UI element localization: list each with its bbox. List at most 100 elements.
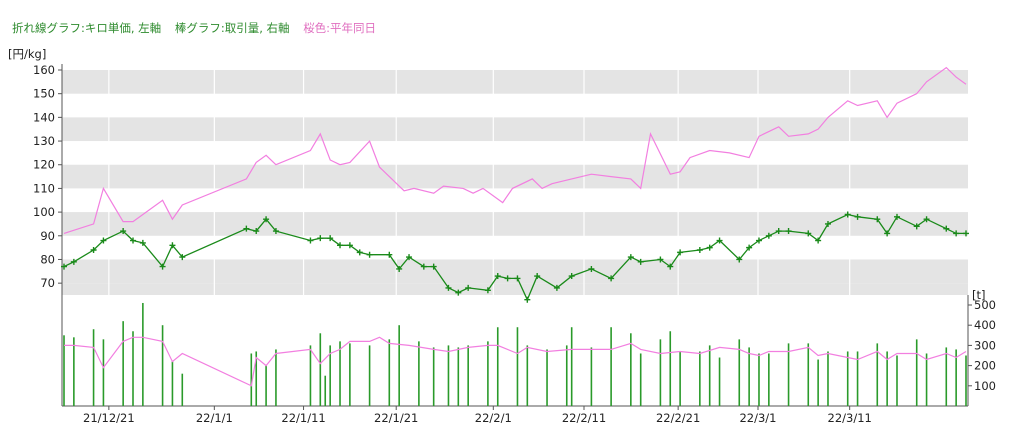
left-tick-label: 70 [40,276,55,290]
right-axis-unit: [t] [972,288,985,302]
right-tick-label: 500 [974,298,996,312]
price-point [736,256,743,263]
avg-volume-line [64,336,967,387]
price-point [805,230,812,237]
price-point [568,273,575,280]
price-point [130,237,137,244]
price-point [514,275,521,282]
left-tick-label: 110 [33,181,55,195]
legend-average: 桜色:平年同日 [303,21,377,35]
left-tick-label: 140 [33,110,55,124]
price-point [657,256,664,263]
price-point [524,296,531,303]
grid-band [62,283,968,295]
price-point [90,247,97,253]
legend-price-line: 折れ線グラフ:キロ単価, 左軸 [12,21,162,35]
price-point [775,228,782,235]
price-point [637,258,644,265]
price-point [746,244,753,251]
x-tick-label: 22/1/1 [196,411,233,425]
grid-band [62,164,968,189]
left-axis-unit: [円/kg] [8,47,46,61]
price-point [327,235,334,242]
left-tick-label: 150 [33,87,55,101]
price-point [337,242,344,249]
grid-band [62,70,968,94]
price-point [923,216,930,223]
grid-band [62,117,968,142]
x-tick-label: 22/2/1 [475,411,512,425]
right-tick-label: 300 [974,338,996,352]
price-point [943,225,950,232]
price-point [963,230,969,237]
price-point [159,263,166,270]
price-point [263,216,270,223]
price-point [893,213,900,220]
x-tick-label: 22/1/21 [374,411,418,425]
left-tick-label: 130 [33,134,55,148]
price-point [884,230,891,237]
price-point [755,237,762,244]
left-tick-label: 90 [40,229,55,243]
price-point [317,235,324,242]
right-tick-label: 100 [974,379,996,393]
price-point [366,251,373,258]
price-point [844,211,851,218]
price-point [627,254,634,261]
price-point [815,237,822,244]
price-point [243,225,250,232]
price-point [100,237,107,244]
x-tick-label: 22/2/21 [656,411,700,425]
grid-band [62,212,968,236]
price-point [420,263,427,270]
price-point [677,249,684,256]
price-point [445,284,452,291]
price-point [455,289,462,296]
x-tick-label: 22/3/11 [828,411,872,425]
price-point [465,284,472,291]
price-point [139,239,146,246]
right-tick-label: 200 [974,359,996,373]
x-tick-label: 22/3/1 [739,411,776,425]
price-point [356,249,363,256]
left-tick-label: 100 [33,205,55,219]
price-point [667,263,674,270]
avg-price-line [63,66,967,234]
price-point [534,273,541,280]
legend-volume-bars: 棒グラフ:取引量, 右軸 [174,21,290,35]
price-point [169,242,176,249]
price-point [953,230,960,237]
x-tick-label: 22/1/11 [281,411,325,425]
left-tick-label: 120 [33,158,55,172]
left-tick-label: 80 [40,252,55,266]
price-point [346,242,353,249]
price-point [120,228,127,235]
price-point [874,216,881,223]
price-point [386,251,393,258]
price-point [854,213,861,220]
price-point [553,284,560,291]
price-point [430,263,437,270]
price-point [396,265,403,272]
x-tick-label: 22/2/11 [562,411,606,425]
price-point [179,254,186,261]
price-point [608,275,615,282]
x-tick-label: 21/12/21 [83,411,135,425]
price-point [61,263,67,270]
price-point [706,244,713,251]
price-point [913,223,920,230]
price-point [696,247,703,253]
price-point [70,258,77,265]
grid-band [62,259,968,284]
price-point [504,275,511,282]
price-point [406,254,413,261]
price-point [307,237,314,244]
price-point [765,232,772,239]
price-point [785,228,792,235]
price-point [824,220,831,227]
price-point [494,273,501,280]
price-point [716,237,723,244]
price-point [484,287,491,294]
